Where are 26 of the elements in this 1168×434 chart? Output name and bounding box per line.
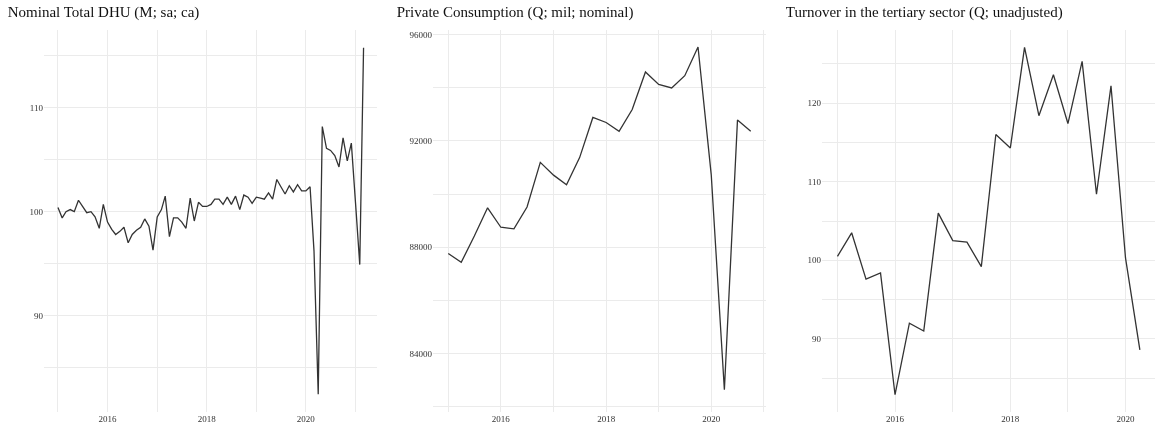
y-tick-label: 96000	[409, 29, 433, 40]
y-tick-label: 92000	[409, 136, 433, 146]
x-tick-label: 2020	[296, 414, 316, 424]
y-tick-label: 90	[812, 334, 822, 345]
line-series	[57, 47, 365, 395]
y-tick-label: 110	[29, 103, 44, 113]
y-tick-label: 120	[807, 98, 822, 109]
x-tick-label: 2018	[197, 414, 217, 424]
y-tick-label: 88000	[409, 242, 433, 253]
line-series	[447, 46, 752, 391]
line-series	[836, 46, 1141, 396]
x-tick-label: 2018	[597, 414, 616, 424]
y-tick-label: 90	[34, 310, 44, 321]
x-tick-label: 2020	[1116, 414, 1135, 424]
x-tick-label: 2016	[886, 414, 905, 424]
y-tick-label: 100	[29, 206, 44, 217]
chart-title: Turnover in the tertiary sector (Q; unadjusted)	[785, 4, 1063, 22]
chart-title: Private Consumption (Q; mil; nominal)	[396, 4, 634, 22]
x-tick-label: 2016	[491, 414, 511, 424]
x-tick-label: 2020	[702, 414, 721, 424]
x-tick-label: 2018	[1001, 414, 1020, 424]
y-tick-label: 84000	[409, 348, 433, 359]
y-tick-label: 100	[807, 255, 822, 266]
y-tick-label: 110	[807, 176, 822, 187]
chart-title: Nominal Total DHU (M; sa; ca)	[7, 4, 200, 22]
x-tick-label: 2016	[98, 414, 118, 424]
